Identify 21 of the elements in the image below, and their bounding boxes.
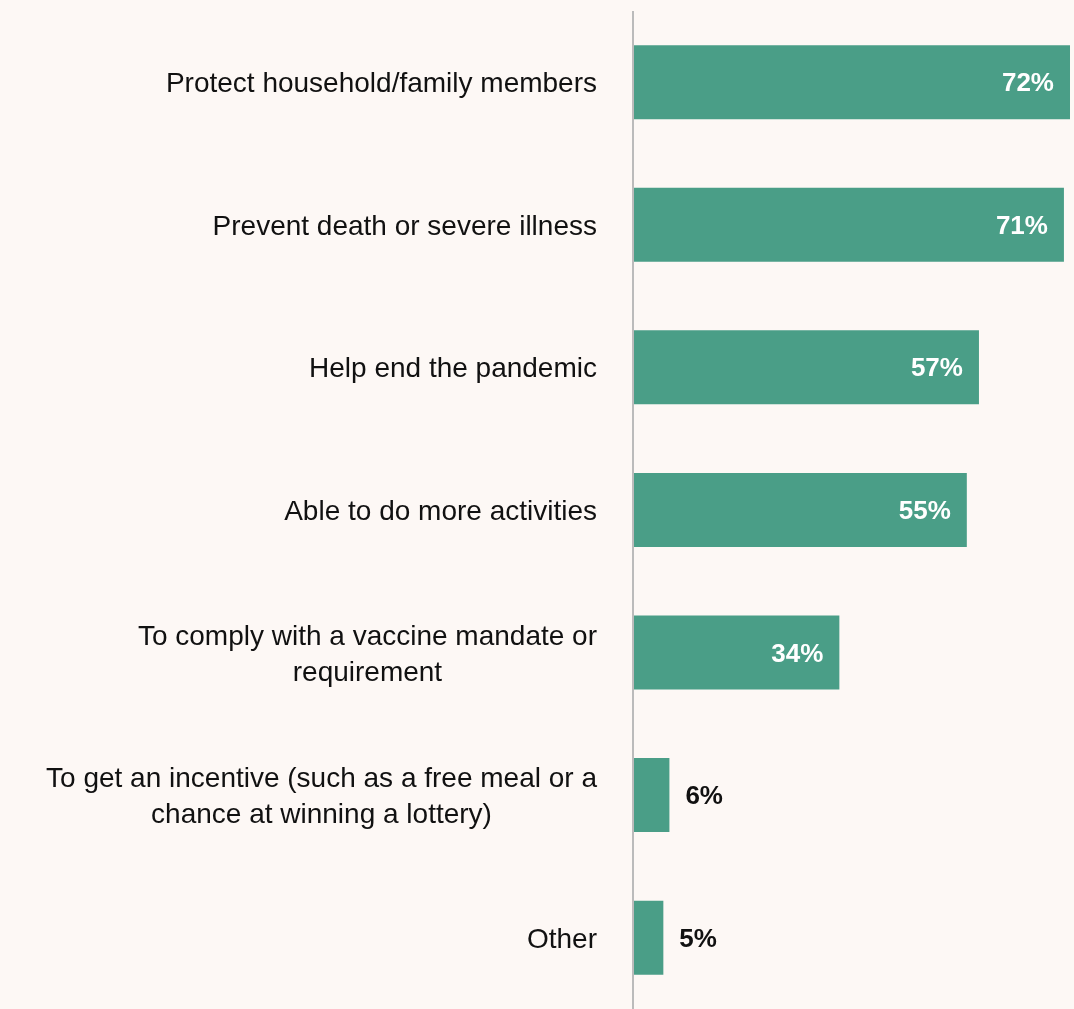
bar	[633, 615, 840, 690]
data-label: 71%	[995, 209, 1048, 240]
data-label: 6%	[685, 780, 723, 811]
bar	[633, 330, 979, 405]
data-label: 34%	[771, 637, 824, 668]
bar	[633, 900, 664, 975]
y-tick-label: To comply with a vaccine mandate or requirement	[137, 619, 597, 687]
bar	[633, 758, 670, 833]
y-tick-label: To get an incentive (such as a free meal or a chance at winning a lottery)	[46, 761, 598, 829]
y-tick-label: Help end the pandemic	[309, 351, 598, 383]
data-label: 55%	[898, 494, 951, 525]
data-label: 57%	[910, 352, 963, 383]
data-label: 72%	[1001, 67, 1054, 98]
y-tick-label: Other	[526, 922, 597, 954]
y-tick-label: Prevent death or severe illness	[212, 209, 598, 241]
bar	[633, 45, 1070, 120]
y-tick-label: Able to do more activities	[284, 494, 597, 526]
data-label: 5%	[679, 922, 717, 953]
y-tick-label: Protect household/family members	[165, 66, 597, 98]
bar	[633, 472, 967, 547]
bar	[633, 187, 1064, 262]
